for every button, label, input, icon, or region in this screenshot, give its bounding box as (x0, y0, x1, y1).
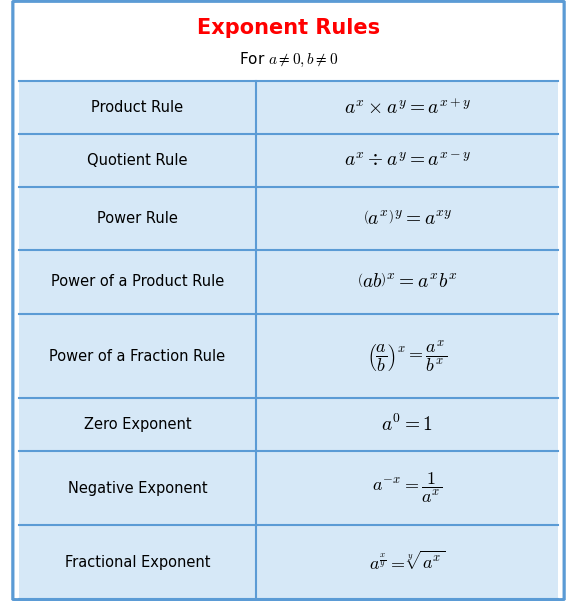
Bar (18, 525, 559, 599)
Text: $a^{\frac{x}{y}} = \sqrt[y]{a^{x}}$: $a^{\frac{x}{y}} = \sqrt[y]{a^{x}}$ (369, 551, 445, 574)
Text: $a^{x} \times a^{y} = a^{x+y}$: $a^{x} \times a^{y} = a^{x+y}$ (343, 97, 471, 118)
Text: $a^{-x} = \dfrac{1}{a^{x}}$: $a^{-x} = \dfrac{1}{a^{x}}$ (372, 471, 443, 505)
Bar (18, 451, 559, 525)
Text: Quotient Rule: Quotient Rule (87, 153, 188, 168)
FancyBboxPatch shape (13, 1, 564, 600)
Bar (18, 134, 559, 187)
Bar (18, 250, 559, 314)
Text: $\left(a^{x}\right)^{y} = a^{xy}$: $\left(a^{x}\right)^{y} = a^{xy}$ (362, 209, 452, 228)
Text: Fractional Exponent: Fractional Exponent (65, 555, 210, 570)
Text: $\left(\dfrac{a}{b}\right)^{x} = \dfrac{a^{x}}{b^{x}}$: $\left(\dfrac{a}{b}\right)^{x} = \dfrac{… (367, 338, 447, 374)
Text: $a^{x} \div a^{y} = a^{x-y}$: $a^{x} \div a^{y} = a^{x-y}$ (343, 151, 471, 170)
Text: $a^{0} = 1$: $a^{0} = 1$ (381, 414, 433, 435)
Text: Negative Exponent: Negative Exponent (68, 481, 207, 496)
Text: $\left(ab\right)^{x} = a^{x}b^{x}$: $\left(ab\right)^{x} = a^{x}b^{x}$ (357, 272, 458, 291)
Text: Power Rule: Power Rule (97, 211, 178, 226)
Bar (18, 398, 559, 451)
Text: Power of a Fraction Rule: Power of a Fraction Rule (49, 349, 226, 364)
Bar (18, 81, 559, 134)
Bar (18, 314, 559, 398)
Text: For $a \neq 0, b \neq 0$: For $a \neq 0, b \neq 0$ (239, 50, 338, 69)
Bar (18, 187, 559, 250)
Text: Exponent Rules: Exponent Rules (197, 18, 380, 38)
Text: Power of a Product Rule: Power of a Product Rule (51, 275, 224, 290)
Text: Product Rule: Product Rule (91, 100, 183, 115)
Text: Zero Exponent: Zero Exponent (84, 417, 191, 432)
